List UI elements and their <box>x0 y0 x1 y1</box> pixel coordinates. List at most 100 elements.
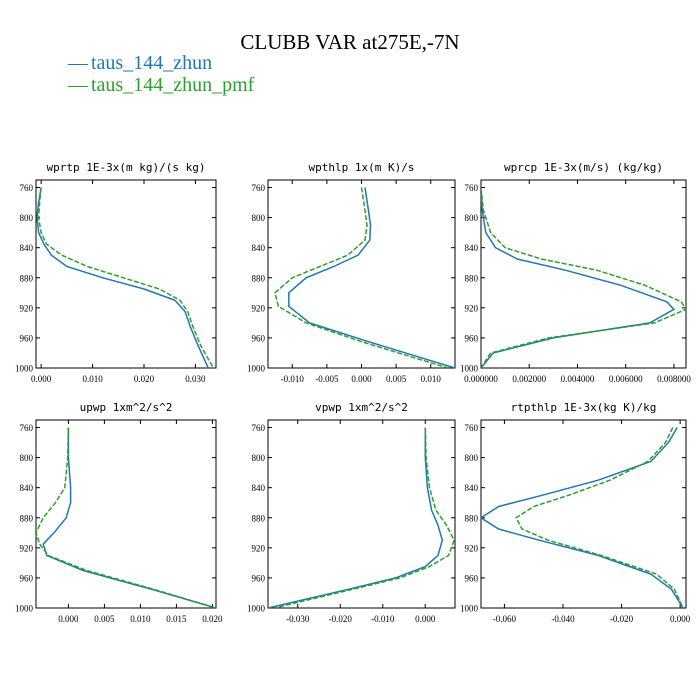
panel-5-series-1 <box>515 427 684 608</box>
panel-5-xtick-label: -0.040 <box>551 614 575 624</box>
panel-1-ytick-label: 800 <box>252 213 266 223</box>
panel-3-xtick-label: 0.000 <box>58 614 79 624</box>
panel-5-frame <box>480 419 687 609</box>
panel-5-xtick-label: -0.060 <box>493 614 517 624</box>
panel-2-ytick-label: 920 <box>465 303 479 313</box>
panel-1-ytick-label: 920 <box>252 303 266 313</box>
panel-1-series-0 <box>288 187 455 368</box>
panel-0-title: wprtp 1E-3x(m kg)/(s kg) <box>47 161 206 174</box>
panel-2-ytick-label: 760 <box>465 183 479 193</box>
panel-1-series-1 <box>274 187 449 368</box>
panel-5-ytick-label: 960 <box>465 573 479 583</box>
panel-4-series-0 <box>268 427 444 608</box>
panel-2-ytick-label: 880 <box>465 273 479 283</box>
panel-1-xtick-label: 0.000 <box>351 374 372 384</box>
panel-1-xtick-label: -0.005 <box>315 374 339 384</box>
panel-2-frame <box>480 179 687 369</box>
panel-0-ytick-label: 880 <box>20 273 34 283</box>
panel-4-xtick-label: -0.010 <box>371 614 395 624</box>
panel-3-frame <box>35 419 217 609</box>
panel-1-ytick-label: 760 <box>252 183 266 193</box>
panel-4-ytick-label: 1000 <box>247 604 266 614</box>
panel-5-ytick-label: 1000 <box>460 604 479 614</box>
panel-5-xtick-label: 0.000 <box>670 614 691 624</box>
panel-2-series-1 <box>481 187 686 368</box>
panel-2-xtick-label: 0.006000 <box>609 374 643 384</box>
panel-0-frame <box>35 179 217 369</box>
panel-2-series-0 <box>481 187 676 368</box>
panel-2-xtick-label: 0.002000 <box>512 374 546 384</box>
panel-0-xtick-label: 0.000 <box>31 374 52 384</box>
panel-0: wprtp 1E-3x(m kg)/(s kg) 760 800 840 880 920 9… <box>15 161 217 384</box>
panel-3-xtick-label: 0.020 <box>202 614 223 624</box>
panel-1-ytick-label: 1000 <box>247 364 266 374</box>
legend-entry-1: — taus_144_zhun_pmf <box>68 74 254 97</box>
panel-3-ytick-label: 920 <box>20 543 34 553</box>
panel-2: wprcp 1E-3x(m/s) (kg/kg) 760 800 840 880 920 9… <box>460 161 691 384</box>
panel-2-ytick-label: 1000 <box>460 364 479 374</box>
panel-2-xtick-label: 0.008000 <box>657 374 691 384</box>
panel-3-title: upwp 1xm^2/s^2 <box>80 401 173 414</box>
panel-1: wpthlp 1x(m K)/s 760 800 840 880 920 960 1000 -0… <box>247 161 456 384</box>
panel-5: rtpthlp 1E-3x(kg K)/kg 760 800 840 880 920 960… <box>460 401 691 624</box>
panel-5-ytick-label: 880 <box>465 513 479 523</box>
panel-0-ytick-label: 800 <box>20 213 34 223</box>
panel-0-xtick-label: 0.020 <box>134 374 155 384</box>
panel-2-ytick-label: 960 <box>465 333 479 343</box>
panel-5-xtick-label: -0.020 <box>610 614 634 624</box>
panel-4-xtick-label: 0.000 <box>415 614 436 624</box>
panel-4-ytick-label: 960 <box>252 573 266 583</box>
legend-swatch-0: — <box>68 52 88 74</box>
panel-0-xtick-label: 0.010 <box>82 374 103 384</box>
panel-2-ytick-label: 840 <box>465 243 479 253</box>
panel-0-xtick-label: 0.030 <box>185 374 206 384</box>
panel-5-ytick-label: 840 <box>465 483 479 493</box>
panel-3-ytick-label: 1000 <box>15 604 34 614</box>
panel-1-xtick-label: 0.010 <box>421 374 442 384</box>
panel-0-ytick-label: 840 <box>20 243 34 253</box>
panel-3-series-1 <box>36 427 216 608</box>
panel-1-ytick-label: 880 <box>252 273 266 283</box>
panel-5-series-0 <box>481 427 684 608</box>
panel-5-ytick-label: 760 <box>465 423 479 433</box>
panel-2-xtick-label: 0.000000 <box>464 374 498 384</box>
panel-5-ytick-label: 800 <box>465 453 479 463</box>
panel-4-ytick-label: 920 <box>252 543 266 553</box>
panel-2-xtick-label: 0.004000 <box>561 374 595 384</box>
panel-0-ytick-label: 960 <box>20 333 34 343</box>
panel-4-xtick-label: -0.020 <box>329 614 353 624</box>
panel-1-title: wpthlp 1x(m K)/s <box>309 161 415 174</box>
panel-1-ytick-label: 960 <box>252 333 266 343</box>
panel-5-title: rtpthlp 1E-3x(kg K)/kg <box>511 401 657 414</box>
legend-swatch-1: — <box>68 74 88 96</box>
panel-3-ytick-label: 960 <box>20 573 34 583</box>
legend-label-1: taus_144_zhun_pmf <box>91 74 255 96</box>
panel-0-ytick-label: 760 <box>20 183 34 193</box>
panel-1-xtick-label: -0.010 <box>281 374 305 384</box>
panel-3-ytick-label: 880 <box>20 513 34 523</box>
panel-4-series-1 <box>274 427 455 608</box>
panel-1-ytick-label: 840 <box>252 243 266 253</box>
panel-1-xtick-label: 0.005 <box>386 374 407 384</box>
panel-3-ytick-label: 840 <box>20 483 34 493</box>
panel-2-title: wprcp 1E-3x(m/s) (kg/kg) <box>504 161 663 174</box>
panel-3: upwp 1xm^2/s^2 760 800 840 880 920 960 1000 0.00… <box>15 401 223 624</box>
panel-4-ytick-label: 760 <box>252 423 266 433</box>
panel-0-ytick-label: 920 <box>20 303 34 313</box>
panel-4-title: vpwp 1xm^2/s^2 <box>315 401 408 414</box>
panel-3-xtick-label: 0.005 <box>94 614 115 624</box>
panel-4-ytick-label: 800 <box>252 453 266 463</box>
panel-4-ytick-label: 840 <box>252 483 266 493</box>
panel-4-ytick-label: 880 <box>252 513 266 523</box>
panel-3-ytick-label: 760 <box>20 423 34 433</box>
panel-3-ytick-label: 800 <box>20 453 34 463</box>
panel-0-ytick-label: 1000 <box>15 364 34 374</box>
legend-label-0: taus_144_zhun <box>91 52 213 74</box>
panel-4-xtick-label: -0.030 <box>286 614 310 624</box>
panel-4-frame <box>267 419 456 609</box>
panel-0-series-1 <box>37 187 215 368</box>
panel-3-xtick-label: 0.010 <box>130 614 151 624</box>
panel-4: vpwp 1xm^2/s^2 760 800 840 880 920 960 1000 -0.0… <box>247 401 456 624</box>
